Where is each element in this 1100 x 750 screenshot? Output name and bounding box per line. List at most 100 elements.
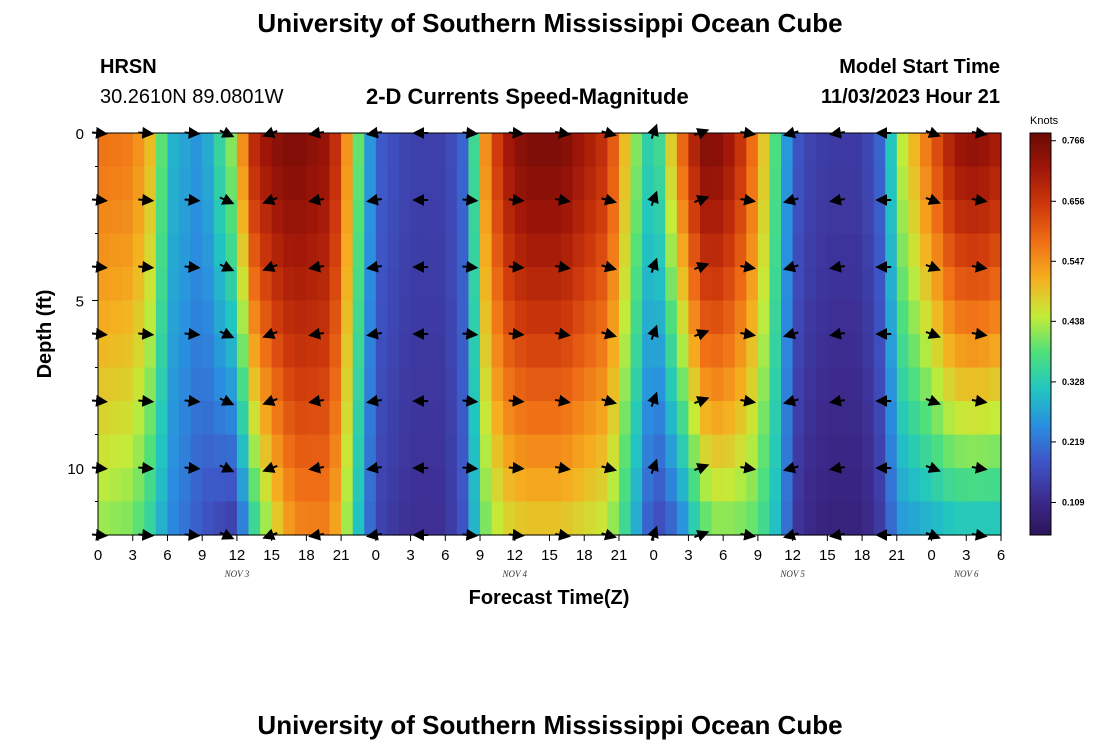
heatmap-cell — [399, 367, 412, 402]
heatmap-cell — [700, 200, 713, 235]
heatmap-cell — [642, 367, 655, 402]
heatmap-cell — [711, 334, 724, 369]
heatmap-cell — [121, 166, 134, 201]
heatmap-cell — [931, 200, 944, 235]
x-tick-label: 9 — [198, 547, 206, 564]
heatmap-cell — [225, 367, 238, 402]
heatmap-cell — [167, 468, 180, 503]
heatmap-cell — [873, 334, 886, 369]
heatmap-cell — [109, 501, 122, 536]
x-tick-label: 18 — [576, 547, 593, 564]
heatmap-cell — [584, 267, 597, 302]
heatmap-cell — [445, 501, 458, 536]
heatmap-cell — [792, 133, 805, 168]
heatmap-cell — [572, 401, 585, 436]
colorbar-tick-label: 0.328 — [1062, 377, 1085, 387]
heatmap-cell — [688, 434, 701, 469]
heatmap-cell — [954, 300, 967, 335]
heatmap-cell — [283, 434, 296, 469]
heatmap-cell — [537, 300, 551, 335]
current-vector-arrow — [138, 327, 155, 340]
heatmap-cell — [630, 434, 643, 469]
heatmap-cell — [468, 334, 481, 369]
heatmap-cell — [260, 133, 273, 168]
heatmap-cell — [919, 267, 933, 302]
heatmap-cell — [700, 434, 713, 469]
current-vector-arrow — [829, 193, 845, 206]
heatmap-cell — [399, 401, 412, 436]
heatmap-cell — [514, 367, 527, 402]
heatmap-cell — [642, 233, 655, 268]
heatmap-cell — [109, 200, 122, 235]
heatmap-cell — [132, 434, 145, 469]
heatmap-cell — [838, 367, 852, 402]
heatmap-cell — [595, 166, 608, 201]
heatmap-cell — [931, 468, 944, 503]
heatmap-cell — [642, 468, 655, 503]
heatmap-cell — [873, 468, 886, 503]
heatmap-cell — [595, 334, 608, 369]
x-tick-label: 9 — [476, 547, 484, 564]
heatmap-cell — [306, 367, 319, 402]
heatmap-cell — [526, 501, 539, 536]
heatmap-cell — [433, 233, 446, 268]
heatmap-cell — [491, 267, 504, 302]
heatmap-cell — [387, 233, 400, 268]
heatmap-cell — [109, 367, 122, 402]
heatmap-cell — [236, 166, 250, 201]
heatmap-cell — [468, 233, 481, 268]
heatmap-cell — [422, 133, 435, 168]
heatmap-cell — [815, 133, 828, 168]
heatmap-cell — [433, 501, 446, 536]
heatmap-cell — [433, 401, 446, 436]
heatmap-cell — [364, 133, 377, 168]
colorbar-tick-label: 0.656 — [1062, 196, 1085, 206]
heatmap-cell — [815, 401, 828, 436]
heatmap-cell — [375, 267, 389, 302]
heatmap-cell — [445, 166, 458, 201]
heatmap-cell — [537, 133, 551, 168]
current-vector-arrow — [694, 262, 710, 274]
x-tick-label: 18 — [298, 547, 315, 564]
heatmap-cell — [260, 434, 273, 469]
current-vector-arrow — [782, 260, 799, 273]
heatmap-cell — [283, 367, 296, 402]
heatmap-cell — [908, 401, 921, 436]
x-tick-label: 21 — [888, 547, 905, 564]
current-vector-arrow — [365, 193, 382, 206]
heatmap-cell — [445, 334, 458, 369]
heatmap-cell — [896, 434, 909, 469]
current-vector-arrow — [740, 394, 757, 407]
x-tick-label: 0 — [927, 547, 935, 564]
heatmap-cell — [919, 300, 933, 335]
heatmap-cell — [850, 367, 863, 402]
heatmap-cell — [503, 501, 516, 536]
heatmap-cell — [618, 300, 632, 335]
heatmap-cell — [630, 166, 643, 201]
current-vector-arrow — [262, 327, 278, 339]
heatmap-cell — [954, 501, 967, 536]
heatmap-cell — [757, 267, 771, 302]
heatmap-cell — [155, 267, 169, 302]
heatmap-cell — [919, 401, 933, 436]
heatmap-cell — [155, 300, 169, 335]
current-vector-arrow — [694, 329, 710, 341]
heatmap-cell — [387, 300, 400, 335]
heatmap-cell — [700, 501, 713, 536]
heatmap-cell — [283, 501, 296, 536]
heatmap-cell — [885, 300, 898, 335]
heatmap-cell — [769, 267, 782, 302]
heatmap-cell — [341, 367, 354, 402]
heatmap-cell — [480, 200, 493, 235]
heatmap-cell — [688, 401, 701, 436]
current-vector-arrow — [694, 463, 710, 475]
heatmap-cell — [723, 501, 736, 536]
colorbar-tick-label: 0.766 — [1062, 136, 1085, 146]
heatmap-cell — [746, 367, 759, 402]
heatmap-cell — [966, 133, 979, 168]
heatmap-cell — [642, 133, 655, 168]
heatmap-cell — [306, 468, 319, 503]
heatmap-cell — [260, 367, 273, 402]
heatmap-cell — [815, 434, 828, 469]
heatmap-cell — [422, 334, 435, 369]
